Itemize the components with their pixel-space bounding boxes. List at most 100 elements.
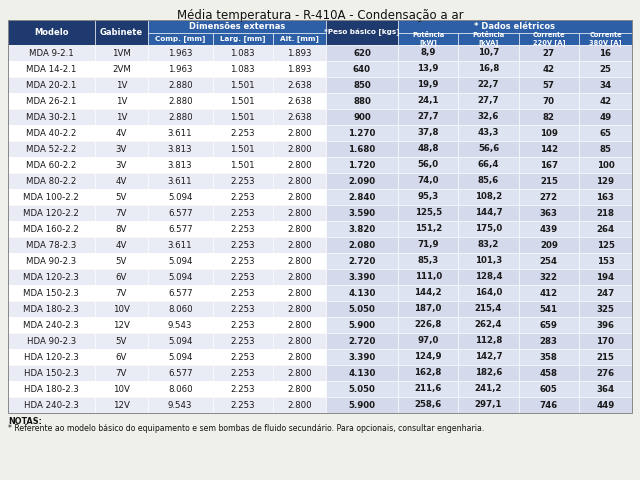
- Text: 3.813: 3.813: [168, 160, 193, 169]
- Bar: [273, 33, 326, 45]
- Text: 142: 142: [540, 144, 558, 154]
- Text: 142,7: 142,7: [475, 352, 502, 361]
- Bar: [326, 205, 398, 221]
- Text: 95,3: 95,3: [417, 192, 439, 202]
- Bar: [398, 381, 458, 397]
- Bar: [8, 285, 95, 301]
- Bar: [95, 301, 148, 317]
- Bar: [326, 349, 398, 365]
- Text: 1.893: 1.893: [287, 64, 312, 73]
- Text: 3.813: 3.813: [168, 144, 193, 154]
- Text: 3.820: 3.820: [348, 225, 376, 233]
- Text: 10V: 10V: [113, 384, 130, 394]
- Text: 70: 70: [543, 96, 555, 106]
- Bar: [579, 397, 632, 413]
- Bar: [8, 253, 95, 269]
- Text: 19,9: 19,9: [417, 81, 439, 89]
- Bar: [148, 221, 212, 237]
- Bar: [518, 365, 579, 381]
- Bar: [148, 269, 212, 285]
- Text: 4V: 4V: [116, 177, 127, 185]
- Text: 1V: 1V: [116, 81, 127, 89]
- Bar: [212, 141, 273, 157]
- Text: 605: 605: [540, 384, 557, 394]
- Text: 6V: 6V: [116, 352, 127, 361]
- Text: HDA 120-2.3: HDA 120-2.3: [24, 352, 79, 361]
- Text: MDA 78-2.3: MDA 78-2.3: [26, 240, 77, 250]
- Text: 900: 900: [353, 112, 371, 121]
- Bar: [212, 173, 273, 189]
- Text: 215,4: 215,4: [475, 304, 502, 313]
- Text: 272: 272: [540, 192, 558, 202]
- Text: MDA 40-2.2: MDA 40-2.2: [26, 129, 77, 137]
- Bar: [148, 93, 212, 109]
- Bar: [95, 61, 148, 77]
- Text: 8V: 8V: [116, 225, 127, 233]
- Bar: [95, 333, 148, 349]
- Bar: [579, 381, 632, 397]
- Text: 108,2: 108,2: [475, 192, 502, 202]
- Bar: [518, 77, 579, 93]
- Bar: [8, 333, 95, 349]
- Bar: [148, 205, 212, 221]
- Bar: [326, 381, 398, 397]
- Text: MDA 240-2.3: MDA 240-2.3: [24, 321, 79, 329]
- Text: 2.253: 2.253: [230, 336, 255, 346]
- Text: 5V: 5V: [116, 336, 127, 346]
- Bar: [273, 237, 326, 253]
- Bar: [398, 365, 458, 381]
- Text: 6.577: 6.577: [168, 225, 193, 233]
- Bar: [148, 301, 212, 317]
- Text: Comp. [mm]: Comp. [mm]: [155, 36, 205, 42]
- Bar: [148, 157, 212, 173]
- Text: 1.083: 1.083: [230, 48, 255, 58]
- Bar: [326, 237, 398, 253]
- Text: 163: 163: [596, 192, 614, 202]
- Bar: [518, 253, 579, 269]
- Bar: [8, 20, 632, 413]
- Bar: [273, 349, 326, 365]
- Bar: [148, 317, 212, 333]
- Text: 1.720: 1.720: [348, 160, 376, 169]
- Bar: [398, 157, 458, 173]
- Bar: [579, 285, 632, 301]
- Text: MDA 52-2.2: MDA 52-2.2: [26, 144, 77, 154]
- Text: 6.577: 6.577: [168, 288, 193, 298]
- Bar: [8, 317, 95, 333]
- Text: 25: 25: [600, 64, 611, 73]
- Bar: [458, 285, 518, 301]
- Bar: [8, 301, 95, 317]
- Bar: [398, 125, 458, 141]
- Text: 2.253: 2.253: [230, 321, 255, 329]
- Bar: [579, 141, 632, 157]
- Bar: [95, 93, 148, 109]
- Bar: [95, 77, 148, 93]
- Bar: [518, 173, 579, 189]
- Bar: [212, 381, 273, 397]
- Text: 2.800: 2.800: [287, 336, 312, 346]
- Bar: [212, 333, 273, 349]
- Bar: [458, 157, 518, 173]
- Text: Média temperatura - R-410A - Condensação a ar: Média temperatura - R-410A - Condensação…: [177, 9, 463, 22]
- Bar: [326, 45, 398, 61]
- Bar: [458, 93, 518, 109]
- Text: MDA 14-2.1: MDA 14-2.1: [26, 64, 77, 73]
- Text: 6V: 6V: [116, 273, 127, 281]
- Bar: [8, 125, 95, 141]
- Text: 358: 358: [540, 352, 558, 361]
- Text: 162,8: 162,8: [415, 369, 442, 377]
- Bar: [579, 349, 632, 365]
- Bar: [148, 381, 212, 397]
- Bar: [398, 45, 458, 61]
- Text: 5.900: 5.900: [348, 321, 376, 329]
- Bar: [326, 157, 398, 173]
- Text: 16,8: 16,8: [478, 64, 499, 73]
- Text: 74,0: 74,0: [417, 177, 439, 185]
- Text: 170: 170: [596, 336, 614, 346]
- Bar: [8, 205, 95, 221]
- Text: 8,9: 8,9: [420, 48, 436, 58]
- Bar: [148, 349, 212, 365]
- Text: 746: 746: [540, 400, 558, 409]
- Bar: [579, 157, 632, 173]
- Bar: [326, 61, 398, 77]
